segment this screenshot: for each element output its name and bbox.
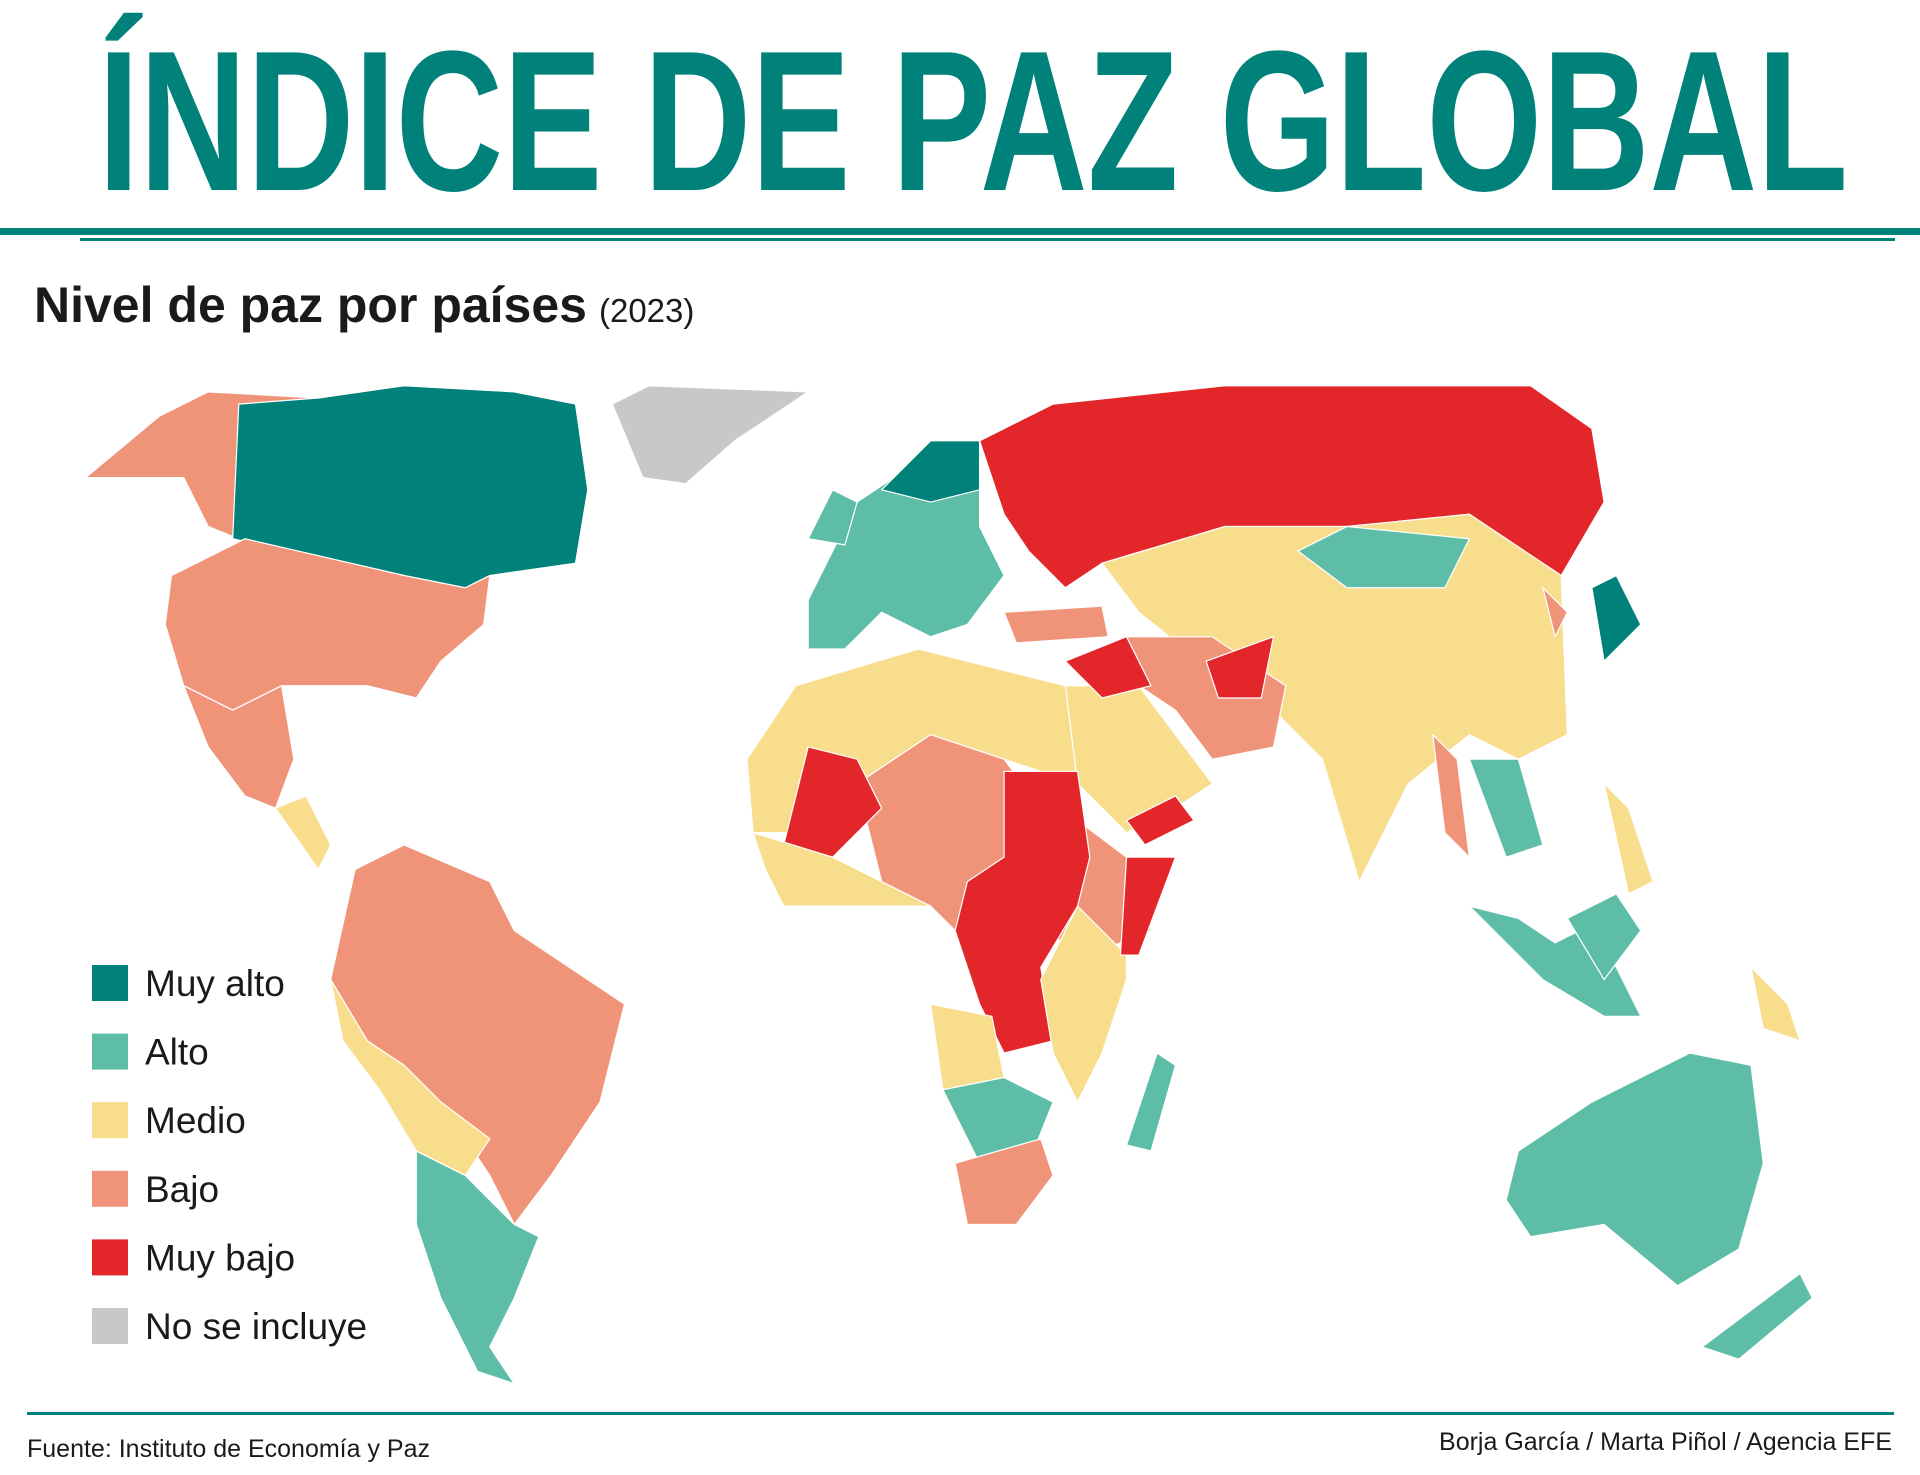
region: [1125, 1052, 1177, 1152]
region: [1297, 525, 1471, 589]
world-map: [85, 385, 1813, 1385]
region: [415, 1150, 540, 1385]
region: [1064, 636, 1152, 699]
credits: Borja García / Marta Piñol / Agencia EFE: [1439, 1428, 1892, 1456]
title: ÍNDICE DE PAZ GLOBAL: [98, 10, 1848, 233]
region: [1205, 636, 1275, 699]
region: [1542, 587, 1568, 638]
region: [1505, 1052, 1764, 1287]
title-rule: [0, 228, 1920, 235]
legend-label: Muy alto: [145, 963, 285, 1004]
region: [1432, 734, 1471, 858]
region: [1701, 1272, 1813, 1360]
legend-swatch: [92, 1170, 128, 1207]
region: [1591, 574, 1642, 662]
subtitle: Nivel de paz por países (2023): [34, 277, 694, 333]
region: [1003, 605, 1109, 644]
region: [807, 489, 858, 546]
region: [881, 440, 981, 503]
region: [1750, 966, 1801, 1042]
legend-swatch: [92, 1102, 128, 1139]
region: [330, 844, 626, 1226]
region: [1125, 795, 1195, 846]
region: [954, 770, 1091, 1054]
subtitle-year: (2023): [599, 292, 694, 329]
legend-label: Muy bajo: [145, 1237, 295, 1278]
region: [1119, 856, 1177, 956]
region: [942, 1076, 1054, 1164]
legend-label: Bajo: [145, 1169, 219, 1210]
region: [274, 795, 332, 871]
legend-label: No se incluye: [145, 1306, 367, 1347]
region: [783, 746, 883, 858]
region: [752, 832, 932, 907]
legend: Muy alto Alto Medio Bajo Muy bajo No se inclu…: [92, 963, 367, 1347]
region: [1040, 905, 1128, 1103]
source: Fuente: Instituto de Economía y Paz: [27, 1435, 430, 1463]
legend-swatch: [92, 1239, 128, 1276]
legend-swatch: [92, 965, 128, 1001]
region: [954, 1138, 1054, 1226]
region: [1468, 905, 1642, 1017]
legend-label: Medio: [145, 1100, 246, 1141]
region: [611, 385, 809, 485]
region: [1566, 893, 1642, 981]
legend-swatch: [92, 1033, 128, 1070]
region: [183, 685, 295, 809]
region: [1603, 783, 1654, 895]
title-rule-thin: [80, 238, 1895, 241]
subtitle-text: Nivel de paz por países: [34, 277, 587, 333]
region: [1468, 758, 1544, 858]
region: [330, 978, 491, 1177]
legend-label: Alto: [145, 1032, 209, 1073]
footer-rule: [27, 1412, 1894, 1415]
legend-swatch: [92, 1308, 128, 1344]
